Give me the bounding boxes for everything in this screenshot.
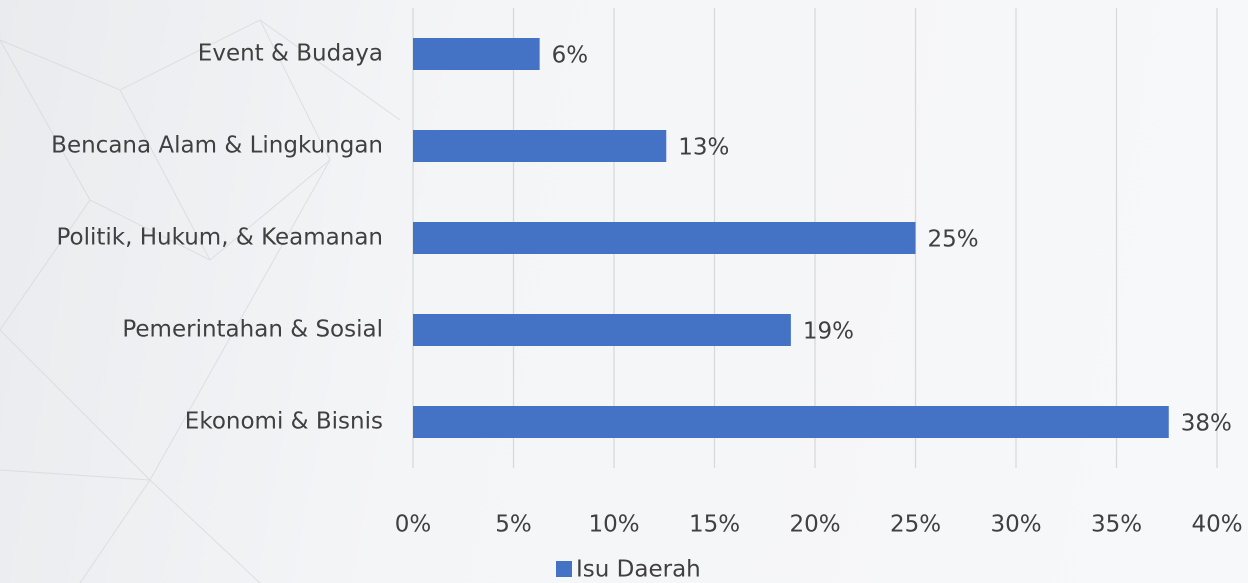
x-tick-label: 25%	[890, 512, 941, 538]
data-label: 38%	[1181, 411, 1232, 437]
x-tick-label: 35%	[1091, 512, 1142, 538]
bar	[413, 38, 540, 70]
legend-label: Isu Daerah	[576, 557, 701, 583]
x-tick-label: 0%	[395, 512, 432, 538]
data-label: 25%	[928, 227, 979, 253]
y-tick-label: Event & Budaya	[198, 41, 383, 67]
y-tick-label: Politik, Hukum, & Keamanan	[56, 225, 383, 251]
x-tick-label: 5%	[495, 512, 532, 538]
data-label: 6%	[552, 43, 589, 69]
x-tick-label: 10%	[588, 512, 639, 538]
bar	[413, 222, 916, 254]
y-tick-label: Bencana Alam & Lingkungan	[51, 133, 383, 159]
x-tick-label: 40%	[1191, 512, 1242, 538]
bar	[413, 314, 791, 346]
x-tick-label: 30%	[990, 512, 1041, 538]
y-tick-label: Ekonomi & Bisnis	[185, 409, 383, 435]
y-tick-label: Pemerintahan & Sosial	[122, 317, 383, 343]
data-label: 19%	[803, 319, 854, 345]
x-tick-label: 20%	[789, 512, 840, 538]
bar	[413, 406, 1169, 438]
data-label: 13%	[678, 135, 729, 161]
bar	[413, 130, 667, 162]
x-tick-label: 15%	[689, 512, 740, 538]
legend-swatch	[556, 561, 572, 577]
background-pattern	[0, 19, 401, 583]
